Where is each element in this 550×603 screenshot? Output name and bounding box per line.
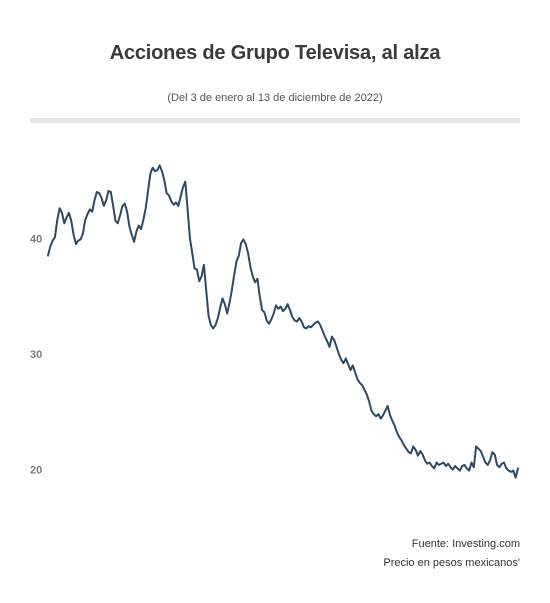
header-divider [30,118,520,123]
units-note: Precio en pesos mexicanos' [383,557,520,569]
series-layer [47,164,519,479]
y-tick-label: 20 [30,465,42,477]
y-tick-label: 40 [30,233,42,245]
chart-title: Acciones de Grupo Televisa, al alza [109,42,441,64]
chart-subtitle: (Del 3 de enero al 13 de diciembre de 20… [167,92,383,104]
series-line [47,164,519,479]
y-tick-label: 30 [30,349,42,361]
y-axis-ticks: 20 30 40 [30,233,42,476]
source-note: Fuente: Investing.com [411,538,520,550]
